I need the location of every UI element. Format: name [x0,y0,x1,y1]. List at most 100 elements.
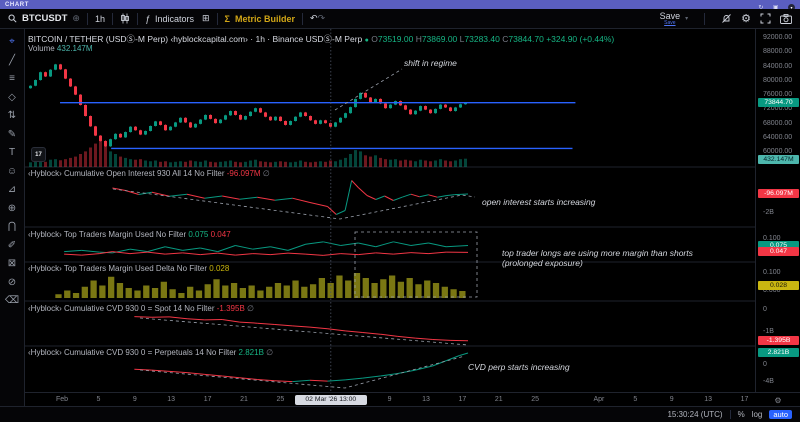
symbol-button[interactable]: BTCUSDT [22,13,68,24]
lock-all-tool[interactable]: ⊠ [7,258,17,269]
annotation-cvd-perp[interactable]: CVD perp starts increasing [468,362,570,372]
trendline-tool[interactable]: ╱ [8,54,16,66]
save-button[interactable]: Save Save ▾ [660,11,689,26]
magnet-tool[interactable]: ⋂ [7,221,17,232]
chart-canvas[interactable] [25,29,755,392]
annotation-margin[interactable]: top trader longs are using more margin t… [502,248,693,268]
projection-tool[interactable]: ⇅ [7,110,17,121]
oi-legend-eye-icon[interactable]: ∅ [262,169,270,178]
settings-gear-icon[interactable]: ⚙ [741,13,751,25]
price-axis-tick: 76000.00 [763,91,793,98]
time-axis-label: 25 [531,396,540,403]
time-axis-label: 13 [167,396,176,403]
cvdperp-axis-tick: -4B [763,378,774,385]
zoom-in-tool[interactable]: ⊕ [7,202,17,214]
auto-scale-button[interactable]: auto [769,410,792,419]
symbol-title: BITCOIN / TETHER (USDⓈ-M Perp) ‹hyblockc… [28,34,363,44]
layouts-icon[interactable]: ▣ [772,4,779,11]
pane-legend-cvd-spot[interactable]: ‹Hyblock› Cumulative CVD 930 0 = Spot 14… [28,304,254,313]
compare-add-icon[interactable]: ⊕ [72,13,80,23]
percent-scale-button[interactable]: % [737,410,745,419]
time-axis-label: Feb [55,396,69,403]
volume-label: Volume [28,44,55,53]
time-axis-settings[interactable]: ⚙ [756,392,800,407]
price-axis-tick: 92000.00 [763,34,793,41]
snapshot-camera-icon[interactable] [780,13,792,24]
search-icon[interactable] [8,14,17,23]
margin-long-value: 0.075 [188,230,209,239]
titlebar-icons: ↻ ▣ ▾ [753,0,795,14]
delta-legend-name: ‹Hyblock› Top Traders Margin Used Delta … [28,264,208,273]
symbol-legend[interactable]: BITCOIN / TETHER (USDⓈ-M Perp) ‹hyblockc… [28,33,614,45]
cvdspot-axis-badge: -1.395B [758,335,799,345]
pane-legend-margin-used[interactable]: ‹Hyblock› Top Traders Margin Used No Fil… [28,230,231,239]
text-tool[interactable]: T [8,147,16,158]
alert-off-icon[interactable] [721,13,732,24]
chart-style-icon[interactable] [120,13,130,24]
open-value: 73519.00 [377,34,414,44]
indicator-templates-icon[interactable]: ⊞ [202,13,210,23]
delta-legend-value: 0.028 [209,264,230,273]
low-value: 73283.40 [464,34,500,44]
redo-icon[interactable]: ↷ [317,13,326,23]
cvd-spot-legend-value: -1.395B [216,304,245,313]
price-axis-badge: 73844.70 [758,97,799,107]
pattern-tool[interactable]: ◇ [8,91,16,103]
remove-all-tool[interactable]: ⌫ [4,295,20,306]
interval-button[interactable]: 1h [94,13,105,24]
cvd-spot-eye-icon[interactable]: ∅ [247,304,254,313]
window-title: CHART [5,1,29,8]
oi-axis-badge: -96.097M [758,188,799,198]
undo-icon[interactable]: ↶ [309,13,318,23]
time-axis-gear-icon[interactable]: ⚙ [774,395,782,405]
indicators-label: Indicators [154,13,194,24]
measure-tool[interactable]: ⊿ [7,184,17,195]
hide-all-tool[interactable]: ⊘ [7,276,17,288]
open-label: O [371,34,378,44]
annotation-open-interest[interactable]: open interest starts increasing [482,197,596,207]
market-status-dot: ● [364,37,369,44]
cvd-perp-legend-value: 2.821B [238,348,264,357]
volume-legend[interactable]: Volume 432.147M [28,44,93,53]
delta-axis-tick: 0.100 [763,269,781,276]
time-axis-label: 21 [240,396,248,403]
draw-lock-tool[interactable]: ✐ [7,239,17,251]
pane-legend-cvd-perp[interactable]: ‹Hyblock› Cumulative CVD 930 0 = Perpetu… [28,348,273,357]
price-axis[interactable]: 92000.00 88000.00 84000.00 80000.00 76000.00… [755,29,800,392]
log-scale-button[interactable]: log [751,410,763,419]
close-label: C [502,34,509,44]
margin-axis-badge: 0.047 [758,247,799,257]
time-axis[interactable]: 02 Mar '26 13:00 Feb 5 9 13 17 21 25 9 13 17 21 25 A… [25,392,756,407]
pane-legend-margin-delta[interactable]: ‹Hyblock› Top Traders Margin Used Delta … [28,264,229,273]
annotation-shift-in-regime[interactable]: shift in regime [404,58,457,68]
account-avatar[interactable]: ▾ [788,3,795,11]
cvdperp-axis-badge: 2.821B [758,348,799,357]
tradingview-logo[interactable]: 17 [31,147,46,162]
fullscreen-icon[interactable] [760,13,771,24]
time-axis-label: 13 [704,396,712,403]
metric-builder-button[interactable]: Σ Metric Builder [225,14,295,24]
time-axis-label: 9 [132,396,137,403]
crosshair-tool[interactable]: ⌖ [9,36,15,47]
clock[interactable]: 15:30:24 (UTC) [667,410,723,419]
emoji-tool[interactable]: ☺ [6,165,18,177]
low-label: L [459,34,465,44]
fib-retracement-tool[interactable]: ≡ [9,73,15,84]
time-axis-label: 9 [387,396,392,403]
sync-icon[interactable]: ↻ [758,4,764,11]
close-value: 73844.70 [508,34,544,44]
pane-legend-open-interest[interactable]: ‹Hyblock› Cumulative Open Interest 930 A… [28,169,270,178]
brush-tool[interactable]: ✎ [7,128,17,140]
cvdperp-axis-tick: 0 [763,361,767,368]
price-axis-tick: 72000.00 [763,105,793,113]
margin-axis-tick: 0.100 [763,235,781,243]
high-value: 73869.00 [421,34,458,44]
oi-legend-name: ‹Hyblock› Cumulative Open Interest 930 A… [28,169,225,178]
margin-axis-badge: 0.075 [758,240,799,250]
time-axis-label: 17 [458,396,467,403]
indicators-button[interactable]: ƒ Indicators [145,14,194,24]
high-label: H [415,34,422,44]
time-axis-label: Apr [593,396,605,403]
time-axis-label: 17 [740,396,749,403]
cvd-perp-eye-icon[interactable]: ∅ [266,348,274,357]
